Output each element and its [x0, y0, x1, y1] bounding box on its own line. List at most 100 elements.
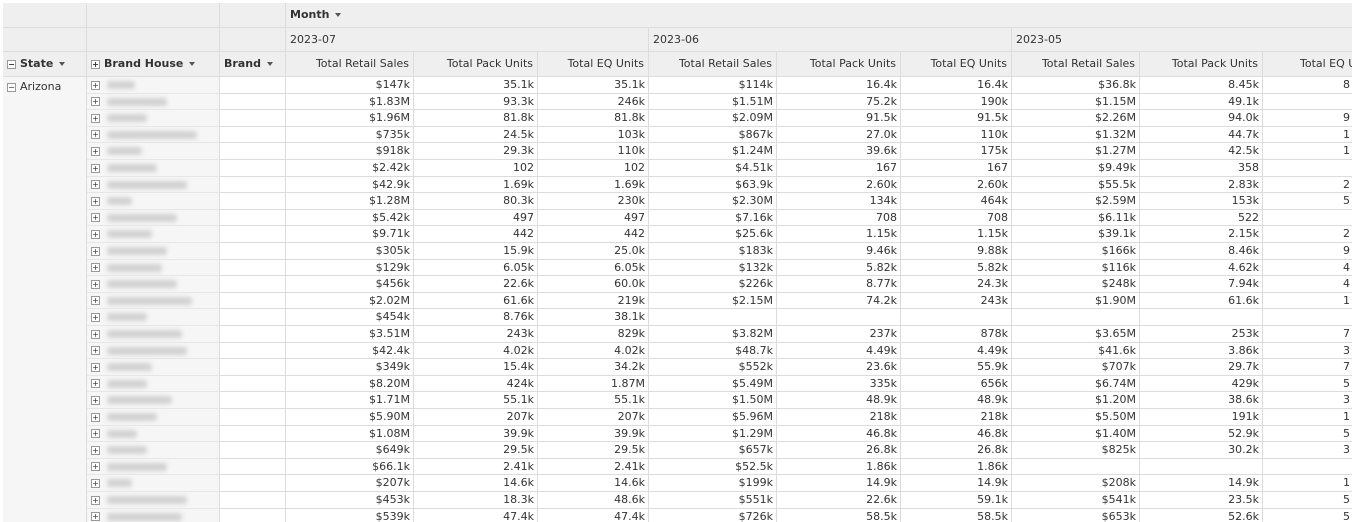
cell-text: $657k — [738, 443, 773, 457]
brand-house-cell: + — [87, 160, 220, 177]
value-cell: 58.5k — [901, 508, 1012, 522]
value-cell — [901, 309, 1012, 326]
cell-text: 175k — [980, 144, 1008, 158]
cell-text: 39.6k — [866, 144, 897, 158]
expand-toggle[interactable]: + — [91, 113, 100, 123]
expand-toggle[interactable]: + — [91, 279, 100, 289]
expand-toggle[interactable]: + — [91, 429, 100, 439]
header-blank — [3, 3, 87, 28]
brand-cell — [220, 110, 286, 127]
expand-toggle[interactable]: + — [91, 196, 100, 206]
value-cell: 14.9k — [901, 475, 1012, 492]
expand-toggle[interactable]: + — [91, 478, 100, 488]
column-field-header[interactable]: Month — [286, 3, 1352, 28]
row-field-header[interactable]: Brand — [220, 52, 286, 77]
expand-toggle[interactable]: + — [91, 512, 100, 522]
brand-house-cell: + — [87, 375, 220, 393]
value-cell: $726k — [649, 508, 777, 522]
value-cell: $1.40M — [1012, 425, 1140, 443]
expand-toggle[interactable]: + — [91, 80, 100, 90]
expand-toggle[interactable]: + — [91, 312, 100, 322]
expand-toggle[interactable]: + — [91, 246, 100, 256]
value-cell: $248k — [1012, 276, 1140, 293]
row-field-header[interactable]: − State — [3, 52, 87, 77]
brand-house-cell: + — [87, 326, 220, 343]
expand-toggle[interactable]: + — [91, 296, 100, 306]
cell-text: $1.15M — [1095, 94, 1136, 108]
brand-house-cell: + — [87, 110, 220, 127]
expand-toggle[interactable]: + — [91, 412, 100, 422]
cell-text: 35.1k — [614, 78, 645, 91]
cell-text: $63.9k — [735, 177, 773, 191]
brand-house-cell: + — [87, 475, 220, 492]
expand-toggle[interactable]: + — [91, 329, 100, 339]
expand-toggle[interactable]: + — [91, 146, 100, 156]
value-cell: 39.9k — [414, 425, 538, 443]
expand-toggle[interactable]: + — [91, 445, 100, 455]
value-cell: $2.02M — [286, 292, 414, 310]
expand-toggle[interactable]: + — [91, 495, 100, 505]
cell-text: $36.8k — [1098, 78, 1136, 91]
expand-toggle[interactable]: + — [91, 130, 100, 140]
measure-header: Total Pack Units — [414, 52, 538, 77]
brand-house-cell: + — [87, 77, 220, 94]
expand-toggle[interactable]: + — [91, 263, 100, 273]
cell-text: $1.24M — [732, 144, 773, 158]
value-cell: 1.87M — [538, 375, 649, 393]
expand-toggle[interactable]: + — [91, 163, 100, 173]
value-cell: 429k — [1140, 375, 1263, 393]
expand-toggle[interactable]: + — [91, 59, 100, 69]
blurred-name — [107, 81, 135, 89]
value-cell: 708 — [777, 209, 901, 227]
value-cell: $5.50M — [1012, 409, 1140, 426]
value-cell: 25.0k — [538, 243, 649, 260]
brand-house-cell: + — [87, 392, 220, 409]
value-cell: 424k — [414, 375, 538, 393]
expand-toggle[interactable]: + — [91, 379, 100, 389]
cell-text: Brand House — [104, 57, 195, 70]
value-cell: 1 — [1263, 475, 1352, 492]
cell-text: 23.5k — [1228, 493, 1259, 506]
brand-cell — [220, 442, 286, 459]
cell-text: 14.6k — [614, 476, 645, 490]
value-cell: 9 — [1263, 110, 1352, 127]
value-cell: $918k — [286, 143, 414, 160]
header-blank — [87, 28, 220, 52]
value-cell: 7 — [1263, 359, 1352, 376]
cell-text: $5.96M — [732, 410, 773, 423]
expand-toggle[interactable]: − — [7, 59, 16, 69]
blurred-name — [107, 164, 157, 172]
row-field-header[interactable]: + Brand House — [87, 52, 220, 77]
cell-text: 49.1k — [1228, 94, 1259, 108]
value-cell: $653k — [1012, 508, 1140, 522]
expand-toggle[interactable]: + — [91, 97, 100, 107]
brand-house-cell: + — [87, 309, 220, 326]
cell-text: Total Pack Units — [446, 57, 533, 70]
expand-toggle[interactable]: + — [91, 462, 100, 472]
expand-toggle[interactable]: + — [91, 180, 100, 190]
expand-toggle[interactable]: + — [91, 346, 100, 356]
month-header: 2023-06 — [649, 28, 1012, 52]
value-cell: 1.69k — [414, 176, 538, 194]
cell-text: 16.4k — [977, 78, 1008, 91]
brand-cell — [220, 309, 286, 326]
cell-text: 14.9k — [866, 476, 897, 490]
cell-text: $539k — [375, 509, 410, 522]
value-cell: 48.9k — [901, 392, 1012, 409]
blurred-name — [107, 479, 132, 488]
expand-toggle[interactable]: + — [91, 362, 100, 372]
expand-toggle[interactable]: + — [91, 213, 100, 223]
value-cell: 522 — [1140, 209, 1263, 227]
cell-text: 18.3k — [503, 493, 534, 506]
cell-text: $2.30M — [732, 194, 773, 208]
brand-cell — [220, 93, 286, 111]
expand-toggle[interactable]: + — [91, 229, 100, 239]
value-cell: $2.15M — [649, 292, 777, 310]
blurred-name — [107, 247, 167, 255]
cell-text: $2.09M — [732, 111, 773, 125]
cell-text: $5.90M — [369, 410, 410, 423]
expand-toggle[interactable]: − — [7, 82, 16, 92]
value-cell: 44.7k — [1140, 126, 1263, 144]
expand-toggle[interactable]: + — [91, 395, 100, 405]
cell-text: Total Retail Sales — [1041, 57, 1135, 70]
